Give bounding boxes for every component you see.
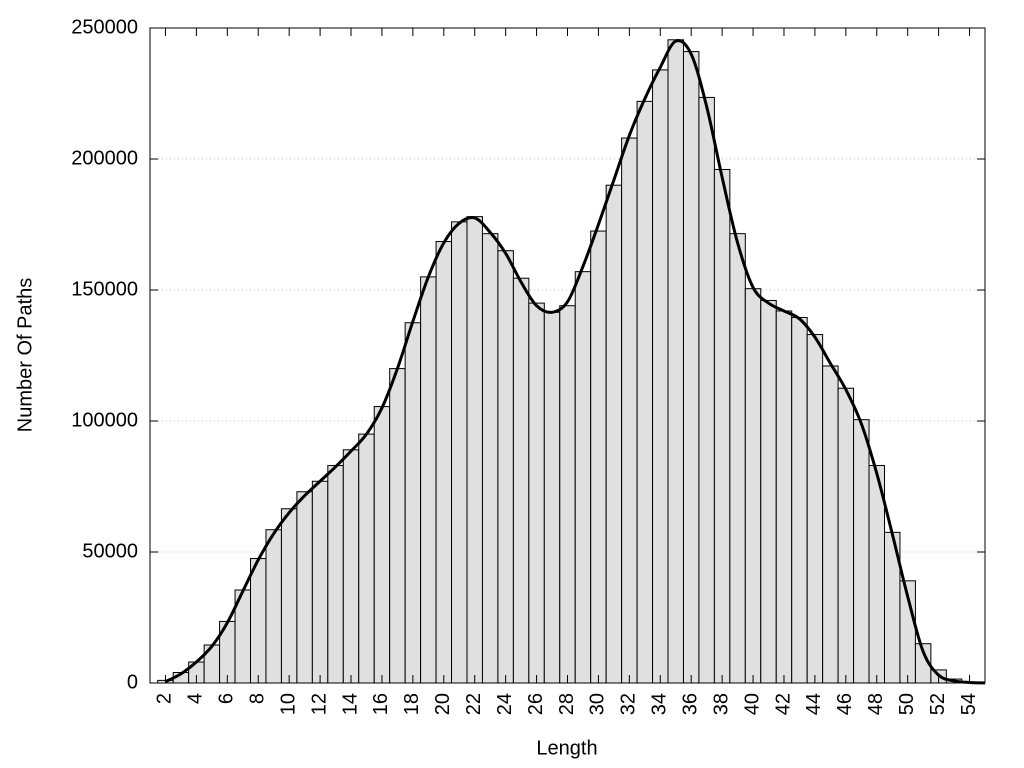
bar	[574, 271, 592, 684]
bar	[481, 233, 499, 684]
bar	[682, 51, 700, 684]
x-tick-label: 16	[370, 693, 392, 715]
x-tick-label: 54	[958, 693, 980, 715]
bar	[250, 558, 267, 684]
x-tick-label: 24	[494, 693, 516, 715]
x-tick-label: 44	[803, 693, 825, 715]
bar	[528, 302, 545, 684]
bar	[435, 241, 453, 684]
bar	[420, 276, 437, 684]
x-tick-label: 18	[401, 693, 423, 715]
x-tick-label: 2	[154, 693, 176, 704]
bar	[652, 69, 669, 684]
bar	[837, 387, 855, 684]
bar	[729, 233, 746, 684]
density-curve	[164, 39, 986, 685]
x-tick-label: 14	[339, 693, 361, 715]
x-tick-label: 46	[834, 693, 856, 715]
y-axis-label: Number Of Paths	[14, 278, 36, 433]
x-tick-label: 8	[247, 693, 269, 704]
bar	[389, 368, 406, 684]
bar	[373, 406, 391, 684]
bar	[265, 529, 282, 684]
bar	[775, 310, 793, 684]
x-tick-label: 26	[525, 693, 547, 715]
x-axis-label: Length	[536, 737, 597, 759]
bar	[605, 184, 623, 684]
bar	[791, 317, 808, 684]
bar	[296, 491, 313, 684]
y-tick-label: 0	[127, 671, 138, 693]
bar	[744, 288, 762, 684]
x-tick-label: 36	[679, 693, 701, 715]
bar	[667, 39, 684, 684]
bar	[543, 311, 561, 684]
y-tick-label: 100000	[71, 409, 138, 431]
x-tick-label: 10	[277, 693, 299, 715]
bar	[853, 419, 870, 684]
bar	[621, 137, 638, 684]
bar	[760, 299, 777, 684]
bar	[559, 305, 576, 684]
x-tick-label: 40	[741, 693, 763, 715]
bar	[806, 334, 824, 684]
x-tick-label: 20	[432, 693, 454, 715]
bar	[358, 433, 375, 684]
y-tick-label: 200000	[71, 147, 138, 169]
bar	[590, 230, 607, 684]
x-tick-label: 50	[896, 693, 918, 715]
bar	[280, 508, 298, 684]
bar	[466, 216, 483, 684]
y-tick-label: 150000	[71, 278, 138, 300]
bar	[822, 365, 839, 684]
plot-frame	[149, 27, 986, 684]
bar	[327, 465, 344, 684]
x-tick-label: 30	[587, 693, 609, 715]
x-tick-label: 22	[463, 693, 485, 715]
bar	[713, 168, 731, 684]
x-tick-label: 42	[772, 693, 794, 715]
x-tick-label: 4	[185, 693, 207, 704]
x-tick-label: 28	[556, 693, 578, 715]
x-tick-label: 38	[710, 693, 732, 715]
y-tick-label: 50000	[82, 540, 138, 562]
x-tick-label: 32	[618, 693, 640, 715]
bar	[311, 480, 329, 684]
bar	[497, 250, 514, 684]
x-tick-label: 34	[649, 693, 671, 715]
x-tick-label: 48	[865, 693, 887, 715]
bar	[404, 322, 422, 684]
bar	[698, 96, 715, 684]
bar	[636, 100, 654, 684]
bar	[451, 221, 468, 684]
x-tick-label: 12	[308, 693, 330, 715]
bar	[342, 449, 360, 684]
bar	[512, 277, 530, 684]
x-tick-label: 6	[216, 693, 238, 704]
y-tick-label: 250000	[71, 16, 138, 38]
x-tick-label: 52	[927, 693, 949, 715]
